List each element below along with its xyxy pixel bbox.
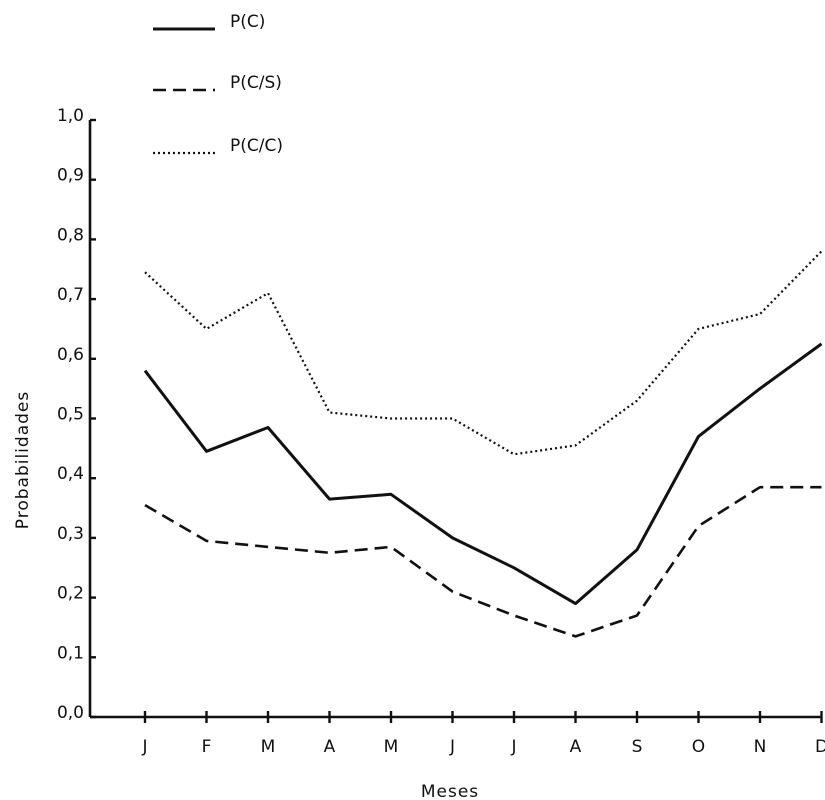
- series-line-2: [144, 485, 822, 638]
- y-axis-title: Probabilidades: [13, 391, 33, 529]
- y-tick-label: 0,1: [57, 643, 84, 663]
- series-line-1: [143, 342, 823, 606]
- x-tick-label: M: [261, 737, 276, 757]
- legend-label-3: P(C/C): [230, 136, 283, 156]
- x-tick-label: A: [324, 737, 336, 757]
- x-tick-label: S: [632, 737, 643, 757]
- y-axis: 0,0 0,1 0,2 0,3 0,4 0,5 0,6 0,7 0,8 0,9 1,0: [57, 106, 96, 723]
- legend-label-1: P(C): [230, 12, 265, 32]
- y-tick-label: 0,6: [57, 345, 84, 365]
- x-tick-label: J: [449, 737, 455, 757]
- legend-label-2: P(C/S): [230, 73, 282, 93]
- x-axis-title: Meses: [421, 782, 479, 800]
- y-tick-label: 0,2: [57, 584, 84, 604]
- legend: P(C) P(C/S) P(C/C): [153, 12, 283, 156]
- x-tick-label: J: [141, 737, 147, 757]
- x-tick-label: A: [570, 737, 582, 757]
- x-tick-label: D: [815, 737, 825, 757]
- y-tick-label: 0,3: [57, 524, 84, 544]
- y-tick-label: 0,5: [57, 405, 84, 425]
- x-tick-label: M: [384, 737, 399, 757]
- x-tick-label: F: [202, 737, 212, 757]
- y-tick-label: 0,4: [57, 464, 84, 484]
- y-tick-label: 1,0: [57, 106, 84, 126]
- y-tick-label: 0,0: [57, 703, 84, 723]
- x-tick-label: J: [510, 737, 516, 757]
- series-line-3: [144, 250, 823, 456]
- series-layer: [143, 250, 823, 638]
- y-tick-label: 0,7: [57, 285, 84, 305]
- y-tick-label: 0,8: [57, 225, 84, 245]
- y-tick-label: 0,9: [57, 166, 84, 186]
- x-tick-label: N: [754, 737, 767, 757]
- x-tick-label: O: [692, 737, 705, 757]
